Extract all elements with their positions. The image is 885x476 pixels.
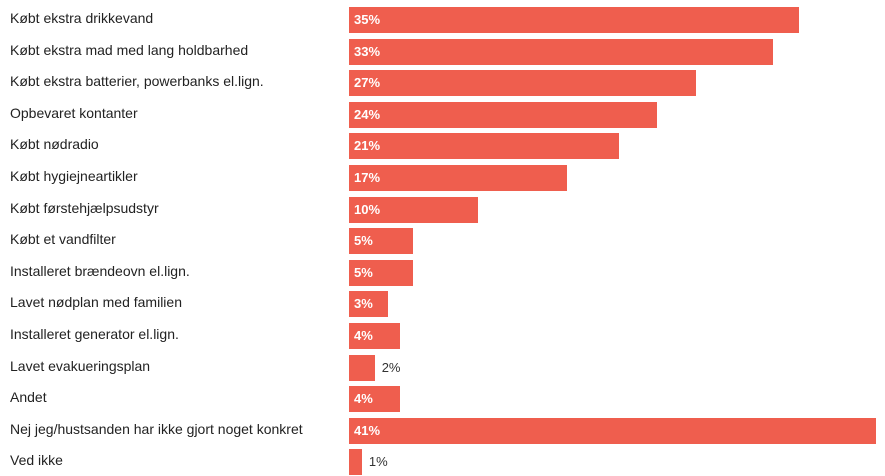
bar xyxy=(349,291,388,318)
value-label: 17% xyxy=(354,170,381,185)
category-label: Installeret brændeovn el.lign. xyxy=(10,262,190,279)
bar xyxy=(349,228,414,255)
category-label: Købt ekstra mad med lang holdbarhed xyxy=(10,41,249,58)
bar xyxy=(349,354,375,381)
value-label: 5% xyxy=(354,264,373,280)
bar-row: Købt førstehjælpsudstyr 10% xyxy=(0,193,885,224)
value-label: 3% xyxy=(354,296,373,312)
bar xyxy=(349,259,414,286)
bar-row: Opbevaret kontanter 24% xyxy=(0,98,885,129)
bar-row: Købt ekstra drikkevand 35% xyxy=(0,3,885,34)
category-label: Ved ikke xyxy=(10,452,63,469)
bar-row: Købt ekstra batterier, powerbanks el.lig… xyxy=(0,66,885,97)
value-label: 2% xyxy=(381,359,401,375)
category-label: Købt ekstra drikkevand xyxy=(10,10,154,26)
bar xyxy=(349,133,619,160)
bar-row: Købt ekstra mad med lang holdbarhed 33% xyxy=(0,35,885,66)
bar xyxy=(349,386,401,413)
category-label: Købt førstehjælpsudstyr xyxy=(10,199,159,216)
bar xyxy=(349,70,696,97)
category-label: Opbevaret kontanter xyxy=(10,104,138,121)
bar-row: Installeret brændeovn el.lign. 5% xyxy=(0,256,885,287)
bar xyxy=(349,101,658,128)
category-label: Lavet nødplan med familien xyxy=(10,294,182,311)
bar xyxy=(349,165,568,191)
value-label: 4% xyxy=(354,328,373,343)
bar-row: Andet 4% xyxy=(0,382,885,413)
category-label: Andet xyxy=(10,389,47,406)
bar-row: Ved ikke 1% xyxy=(0,445,885,476)
bar-row: Købt hygiejneartikler 17% xyxy=(0,161,885,192)
bar-row: Lavet evakueringsplan 2% xyxy=(0,351,885,382)
value-label: 33% xyxy=(354,43,381,59)
value-label: 24% xyxy=(354,106,381,122)
value-label: 21% xyxy=(354,138,381,154)
bar-row: Købt et vandfilter 5% xyxy=(0,224,885,255)
value-label: 4% xyxy=(354,391,373,407)
value-label: 1% xyxy=(368,454,388,470)
bar xyxy=(349,7,799,33)
value-label: 27% xyxy=(354,75,381,91)
bar xyxy=(349,417,876,444)
bar-row: Købt nødradio 21% xyxy=(0,129,885,160)
category-label: Købt hygiejneartikler xyxy=(10,168,138,184)
bar xyxy=(349,196,478,223)
bar xyxy=(349,38,774,65)
category-label: Købt ekstra batterier, powerbanks el.lig… xyxy=(10,73,264,90)
bar-row: Nej jeg/hustsanden har ikke gjort noget … xyxy=(0,414,885,445)
bar xyxy=(349,323,401,349)
category-label: Installeret generator el.lign. xyxy=(10,326,179,342)
value-label: 41% xyxy=(354,422,381,438)
value-label: 35% xyxy=(354,12,381,27)
bar xyxy=(349,449,362,476)
bar-chart: Købt ekstra drikkevand 35% Købt ekstra mad… xyxy=(0,3,885,476)
value-label: 5% xyxy=(354,233,373,249)
bar-row: Installeret generator el.lign. 4% xyxy=(0,319,885,350)
category-label: Købt nødradio xyxy=(10,136,99,153)
category-label: Nej jeg/hustsanden har ikke gjort noget … xyxy=(10,420,303,437)
category-label: Købt et vandfilter xyxy=(10,231,116,248)
bar-row: Lavet nødplan med familien 3% xyxy=(0,287,885,318)
value-label: 10% xyxy=(354,201,381,217)
category-label: Lavet evakueringsplan xyxy=(10,357,151,374)
